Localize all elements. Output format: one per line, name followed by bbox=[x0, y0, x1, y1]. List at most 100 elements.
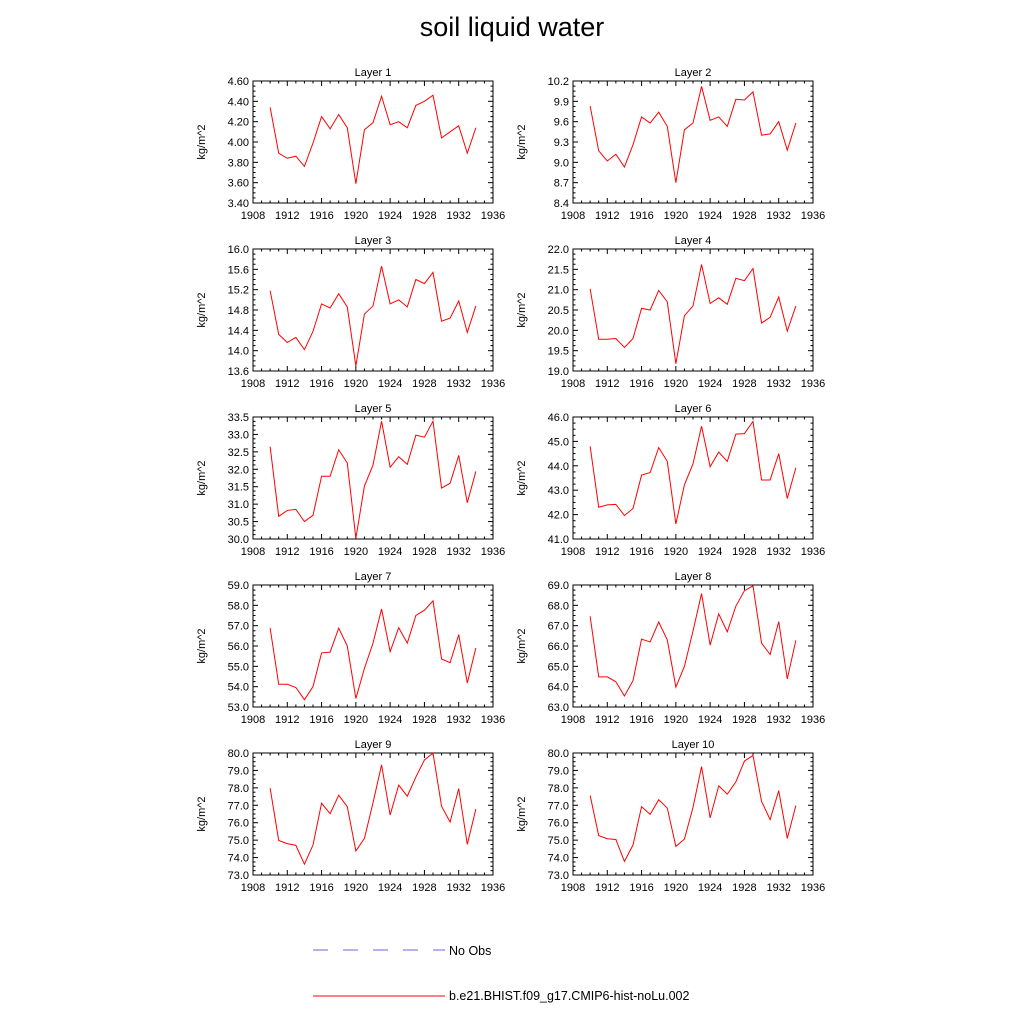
y-axis-label: kg/m^2 bbox=[516, 292, 528, 327]
x-tick-label: 1932 bbox=[446, 714, 470, 726]
panel-layer-3: Layer 3 kg/m^2 1908 1912 1916 1920 1924 1928 193… bbox=[196, 235, 505, 390]
panel-title: Layer 8 bbox=[675, 571, 712, 583]
figure-title: soil liquid water bbox=[419, 12, 605, 42]
y-axis-label: kg/m^2 bbox=[196, 628, 208, 663]
y-tick-label: 46.0 bbox=[548, 412, 569, 424]
y-tick-label: 57.0 bbox=[228, 621, 249, 633]
y-tick-label: 78.0 bbox=[228, 783, 249, 795]
x-tick-label: 1920 bbox=[344, 546, 368, 558]
y-tick-label: 77.0 bbox=[228, 800, 249, 812]
x-tick-label: 1928 bbox=[412, 882, 436, 894]
x-tick-label: 1924 bbox=[378, 378, 402, 390]
x-tick-label: 1932 bbox=[766, 546, 790, 558]
y-tick-label: 79.0 bbox=[548, 765, 569, 777]
panel-title: Layer 9 bbox=[355, 739, 392, 751]
x-tick-label: 1936 bbox=[801, 714, 825, 726]
x-tick-label: 1932 bbox=[446, 546, 470, 558]
x-tick-label: 1924 bbox=[698, 378, 722, 390]
y-tick-label: 30.0 bbox=[228, 534, 249, 546]
y-tick-label: 4.60 bbox=[228, 76, 249, 88]
y-tick-label: 14.8 bbox=[228, 305, 249, 317]
panel-layer-4: Layer 4 kg/m^2 1908 1912 1916 1920 1924 1928 193… bbox=[516, 235, 825, 390]
x-tick-label: 1920 bbox=[344, 210, 368, 222]
plot-frame bbox=[572, 584, 814, 708]
x-tick-label: 1916 bbox=[309, 714, 333, 726]
panel-layer-10: Layer 10 kg/m^2 1908 1912 1916 1920 1924 1928 19… bbox=[516, 739, 825, 894]
x-tick-label: 1908 bbox=[561, 714, 585, 726]
x-tick-label: 1932 bbox=[766, 882, 790, 894]
plot-frame bbox=[572, 248, 814, 372]
y-tick-label: 74.0 bbox=[228, 853, 249, 865]
y-tick-label: 3.60 bbox=[228, 178, 249, 190]
x-tick-label: 1932 bbox=[446, 378, 470, 390]
plot-frame bbox=[572, 752, 814, 876]
series-line bbox=[589, 420, 797, 524]
x-tick-label: 1928 bbox=[732, 714, 756, 726]
x-tick-label: 1928 bbox=[412, 546, 436, 558]
series-line bbox=[269, 94, 477, 184]
y-tick-label: 56.0 bbox=[228, 641, 249, 653]
x-tick-label: 1920 bbox=[664, 882, 688, 894]
y-tick-label: 41.0 bbox=[548, 534, 569, 546]
x-tick-label: 1928 bbox=[412, 378, 436, 390]
x-tick-label: 1924 bbox=[698, 714, 722, 726]
y-tick-label: 20.5 bbox=[548, 305, 569, 317]
y-tick-label: 14.0 bbox=[228, 346, 249, 358]
x-tick-label: 1916 bbox=[629, 882, 653, 894]
y-tick-label: 59.0 bbox=[228, 580, 249, 592]
plot-frame bbox=[252, 584, 494, 708]
y-tick-label: 79.0 bbox=[228, 765, 249, 777]
y-axis-label: kg/m^2 bbox=[196, 460, 208, 495]
y-tick-label: 66.0 bbox=[548, 641, 569, 653]
series-line bbox=[589, 585, 797, 698]
panel-layer-9: Layer 9 kg/m^2 1908 1912 1916 1920 1924 1928 193… bbox=[196, 739, 505, 894]
legend: No Obs b.e21.BHIST.f09_g17.CMIP6-hist-no… bbox=[313, 944, 689, 1003]
y-tick-label: 10.2 bbox=[548, 76, 569, 88]
series-line bbox=[269, 599, 477, 701]
y-tick-label: 74.0 bbox=[548, 853, 569, 865]
x-tick-label: 1936 bbox=[801, 210, 825, 222]
y-tick-label: 42.0 bbox=[548, 510, 569, 522]
y-axis-label: kg/m^2 bbox=[516, 460, 528, 495]
x-tick-label: 1928 bbox=[732, 210, 756, 222]
x-tick-label: 1932 bbox=[446, 882, 470, 894]
series-line bbox=[269, 419, 477, 539]
y-tick-label: 58.0 bbox=[228, 600, 249, 612]
x-tick-label: 1936 bbox=[481, 546, 505, 558]
y-tick-label: 19.0 bbox=[548, 366, 569, 378]
series-line bbox=[269, 266, 477, 367]
x-tick-label: 1908 bbox=[241, 882, 265, 894]
x-tick-label: 1936 bbox=[481, 882, 505, 894]
y-tick-label: 21.5 bbox=[548, 264, 569, 276]
y-tick-label: 15.2 bbox=[228, 285, 249, 297]
x-tick-label: 1920 bbox=[664, 714, 688, 726]
x-tick-label: 1908 bbox=[561, 210, 585, 222]
x-tick-label: 1928 bbox=[412, 714, 436, 726]
x-tick-label: 1928 bbox=[732, 882, 756, 894]
legend-no-obs-label: No Obs bbox=[449, 944, 491, 958]
y-tick-label: 73.0 bbox=[228, 870, 249, 882]
y-tick-label: 44.0 bbox=[548, 461, 569, 473]
y-tick-label: 9.6 bbox=[554, 117, 569, 129]
y-tick-label: 80.0 bbox=[548, 748, 569, 760]
y-tick-label: 69.0 bbox=[548, 580, 569, 592]
y-axis-label: kg/m^2 bbox=[516, 628, 528, 663]
y-tick-label: 31.0 bbox=[228, 499, 249, 511]
y-tick-label: 76.0 bbox=[548, 818, 569, 830]
x-tick-label: 1908 bbox=[241, 378, 265, 390]
x-tick-label: 1936 bbox=[481, 714, 505, 726]
y-tick-label: 68.0 bbox=[548, 600, 569, 612]
y-tick-label: 75.0 bbox=[228, 835, 249, 847]
x-tick-label: 1908 bbox=[241, 714, 265, 726]
panel-title: Layer 5 bbox=[355, 403, 392, 415]
y-tick-label: 9.0 bbox=[554, 157, 569, 169]
y-tick-label: 63.0 bbox=[548, 702, 569, 714]
x-tick-label: 1916 bbox=[629, 378, 653, 390]
y-tick-label: 8.4 bbox=[554, 198, 569, 210]
x-tick-label: 1920 bbox=[344, 882, 368, 894]
y-tick-label: 4.40 bbox=[228, 96, 249, 108]
y-tick-label: 3.80 bbox=[228, 157, 249, 169]
x-tick-label: 1936 bbox=[801, 546, 825, 558]
y-tick-label: 14.4 bbox=[228, 325, 249, 337]
